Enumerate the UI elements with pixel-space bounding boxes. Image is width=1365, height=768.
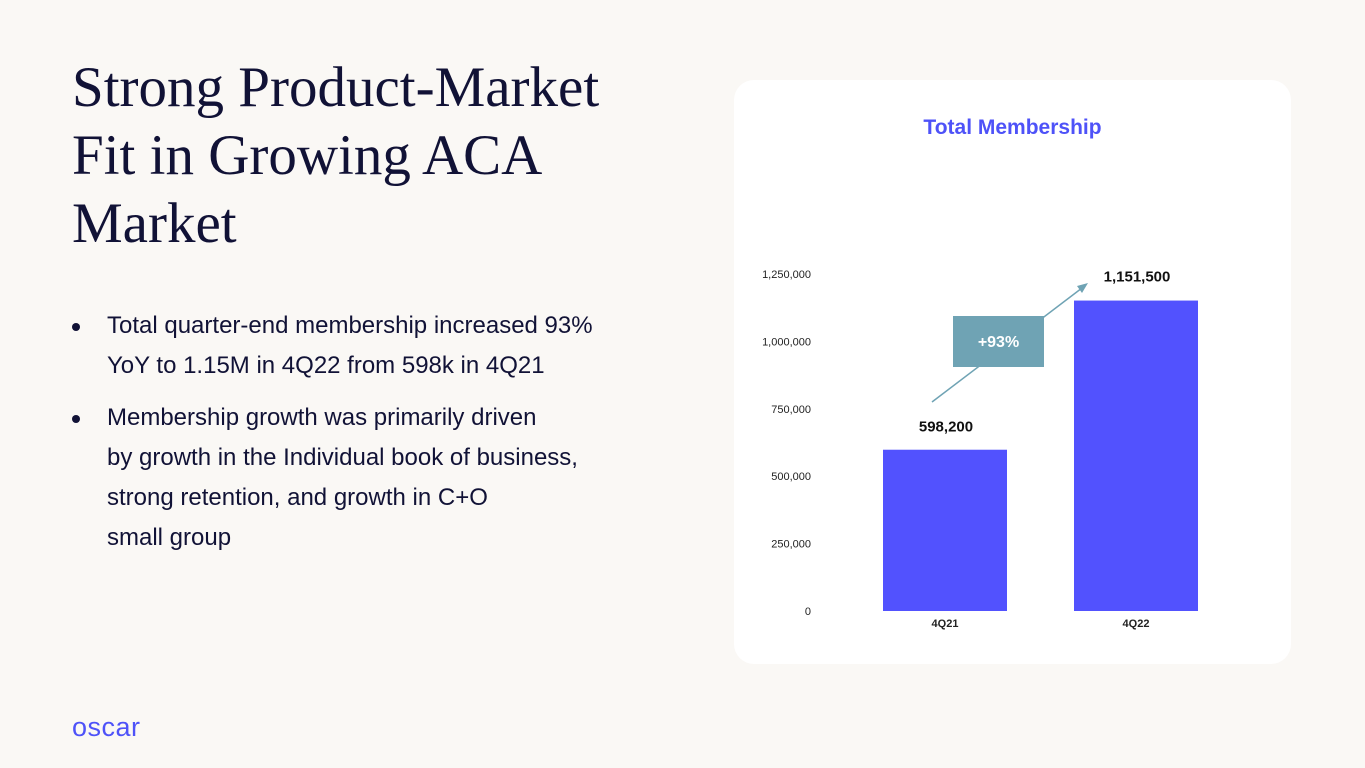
y-tick-label: 500,000 [771,471,811,483]
y-tick-label: 1,000,000 [762,336,811,348]
oscar-logo: oscar [72,712,141,742]
growth-annotation-label: +93% [978,334,1019,351]
growth-arrow-head-icon [1077,283,1088,293]
bullet-item: Membership growth was primarily driven b… [72,398,672,558]
page-title: Strong Product-Market Fit in Growing ACA… [72,56,600,255]
x-tick-label: 4Q22 [1123,618,1150,630]
chart-card [734,80,1291,664]
bar-4Q21 [883,449,1007,611]
data-label: 1,151,500 [1104,269,1171,286]
y-tick-label: 250,000 [771,539,811,551]
data-label: 598,200 [919,419,973,436]
bullet-text: Total quarter-end membership increased 9… [107,312,593,379]
bullet-list: Total quarter-end membership increased 9… [72,306,672,570]
bullet-dot-icon [72,415,80,423]
bar-4Q22 [1074,300,1198,611]
bullet-item: Total quarter-end membership increased 9… [72,306,672,386]
chart-title: Total Membership [923,116,1102,139]
y-tick-label: 750,000 [771,404,811,416]
x-tick-label: 4Q21 [932,618,959,630]
bullet-text: Membership growth was primarily driven b… [107,404,578,551]
y-tick-label: 0 [805,606,811,618]
growth-annotation-box [953,316,1044,367]
bullet-dot-icon [72,323,80,331]
y-tick-label: 1,250,000 [762,269,811,281]
